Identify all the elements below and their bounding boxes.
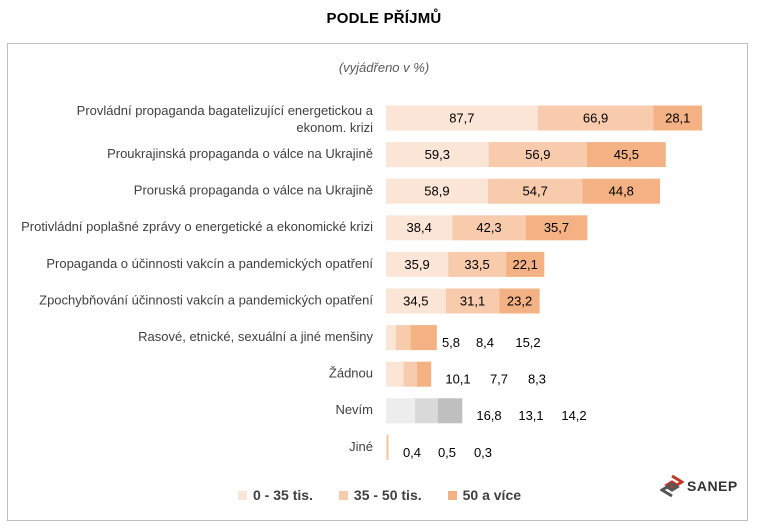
bar-rasove-etnicke-sexualni-a-jine-mensiny-2 bbox=[396, 325, 411, 351]
bar-propaganda-o-ucinnosti-vakcin-a-pandemic-1 bbox=[386, 251, 449, 277]
data-label-proruska-propaganda-o-valce-na-ukrajine-3: 44,8 bbox=[609, 184, 634, 199]
bar-protivladni-poplasne-zpravy-o-energetick-3 bbox=[525, 215, 588, 241]
legend-item-35-50: 35 - 50 tis. bbox=[338, 487, 422, 503]
bar-zadnou-3 bbox=[416, 361, 432, 387]
bar-zpochybnovani-ucinnosti-vakcin-a-pandemi-1 bbox=[386, 288, 446, 314]
data-label-zadnou-2: 7,7 bbox=[490, 372, 508, 387]
data-label-zpochybnovani-ucinnosti-vakcin-a-pandemi-1: 34,5 bbox=[403, 293, 428, 308]
bar-provladni-propaganda-bagatelizujici-ener-3 bbox=[653, 105, 703, 131]
bar-rasove-etnicke-sexualni-a-jine-mensiny-3 bbox=[410, 325, 437, 351]
bar-propaganda-o-ucinnosti-vakcin-a-pandemic-2 bbox=[448, 251, 507, 277]
bar-proukrajinska-propaganda-o-valce-na-ukra-1 bbox=[386, 142, 489, 168]
bar-zpochybnovani-ucinnosti-vakcin-a-pandemi-3 bbox=[499, 288, 540, 314]
category-label-zpochybnovani-ucinnosti-vakcin-a-pandemi: Zpochybňování účinnosti vakcín a pandemi… bbox=[39, 292, 373, 307]
data-label-proruska-propaganda-o-valce-na-ukrajine-1: 58,9 bbox=[424, 184, 449, 199]
legend-label-35-50: 35 - 50 tis. bbox=[353, 487, 422, 503]
sanep-logo: SANEP bbox=[660, 475, 738, 497]
bar-proukrajinska-propaganda-o-valce-na-ukra-2 bbox=[488, 142, 588, 168]
bar-provladni-propaganda-bagatelizujici-ener-2 bbox=[537, 105, 654, 131]
legend-label-0-35: 0 - 35 tis. bbox=[253, 487, 313, 503]
data-label-propaganda-o-ucinnosti-vakcin-a-pandemic-1: 35,9 bbox=[404, 257, 429, 272]
category-label-line: ekonom. krizi bbox=[296, 120, 373, 135]
data-label-jine-1: 0,4 bbox=[403, 445, 421, 460]
bar-proruska-propaganda-o-valce-na-ukrajine-3 bbox=[582, 178, 661, 204]
bar-proruska-propaganda-o-valce-na-ukrajine-2 bbox=[487, 178, 583, 204]
category-label-provladni-propaganda-bagatelizujici-ener: Provládní propaganda bagatelizující ener… bbox=[77, 103, 374, 135]
data-label-zpochybnovani-ucinnosti-vakcin-a-pandemi-2: 31,1 bbox=[460, 293, 485, 308]
legend-swatch-0-35 bbox=[238, 490, 247, 500]
bar-protivladni-poplasne-zpravy-o-energetick-2 bbox=[452, 215, 526, 241]
bar-protivladni-poplasne-zpravy-o-energetick-1 bbox=[386, 215, 453, 241]
category-label-line: Provládní propaganda bagatelizující ener… bbox=[77, 103, 374, 118]
category-label-propaganda-o-ucinnosti-vakcin-a-pandemic: Propaganda o účinnosti vakcín a pandemic… bbox=[46, 256, 373, 271]
category-label-nevim: Nevím bbox=[335, 402, 373, 417]
data-label-protivladni-poplasne-zpravy-o-energetick-3: 35,7 bbox=[544, 220, 569, 235]
category-label-rasove-etnicke-sexualni-a-jine-mensiny: Rasové, etnické, sexuální a jiné menšiny bbox=[138, 329, 373, 344]
bar-proukrajinska-propaganda-o-valce-na-ukra-3 bbox=[587, 142, 666, 168]
bar-jine-1 bbox=[386, 434, 387, 460]
bar-rasove-etnicke-sexualni-a-jine-mensiny-1 bbox=[386, 325, 397, 351]
data-label-zpochybnovani-ucinnosti-vakcin-a-pandemi-3: 23,2 bbox=[507, 293, 532, 308]
data-label-provladni-propaganda-bagatelizujici-ener-2: 66,9 bbox=[583, 110, 608, 125]
data-label-rasove-etnicke-sexualni-a-jine-mensiny-1: 5,8 bbox=[442, 335, 460, 350]
legend-swatch-50-plus bbox=[447, 490, 457, 500]
data-label-rasove-etnicke-sexualni-a-jine-mensiny-3: 15,2 bbox=[515, 335, 540, 350]
data-label-zadnou-3: 8,3 bbox=[528, 372, 546, 387]
data-label-provladni-propaganda-bagatelizujici-ener-1: 87,7 bbox=[449, 110, 474, 125]
data-label-jine-3: 0,3 bbox=[474, 445, 492, 460]
data-label-rasove-etnicke-sexualni-a-jine-mensiny-2: 8,4 bbox=[476, 335, 494, 350]
bar-nevim-2 bbox=[415, 398, 438, 424]
data-label-zadnou-1: 10,1 bbox=[445, 372, 470, 387]
data-label-jine-2: 0,5 bbox=[438, 445, 456, 460]
sanep-logo-icon bbox=[660, 475, 684, 497]
bar-jine-2 bbox=[386, 434, 388, 460]
category-label-jine: Jiné bbox=[349, 439, 373, 454]
bar-proruska-propaganda-o-valce-na-ukrajine-1 bbox=[386, 178, 488, 204]
bar-provladni-propaganda-bagatelizujici-ener-1 bbox=[386, 105, 538, 131]
category-label-protivladni-poplasne-zpravy-o-energetick: Protivládní poplašné zprávy o energetick… bbox=[21, 219, 373, 234]
bar-zadnou-1 bbox=[386, 361, 404, 387]
bar-nevim-1 bbox=[386, 398, 416, 424]
data-label-nevim-1: 16,8 bbox=[476, 408, 501, 423]
legend-label-50-plus: 50 a více bbox=[462, 487, 522, 503]
category-label-zadnou: Žádnou bbox=[329, 366, 373, 381]
legend: 0 - 35 tis. 35 - 50 tis. 50 a více bbox=[238, 487, 521, 503]
data-label-propaganda-o-ucinnosti-vakcin-a-pandemic-3: 22,1 bbox=[513, 257, 538, 272]
chart-title: PODLE PŘÍJMŮ bbox=[326, 10, 442, 27]
legend-item-0-35: 0 - 35 tis. bbox=[238, 487, 313, 503]
data-label-nevim-2: 13,1 bbox=[518, 408, 543, 423]
data-label-proukrajinska-propaganda-o-valce-na-ukra-2: 56,9 bbox=[525, 147, 550, 162]
chart-frame bbox=[7, 43, 748, 521]
legend-item-50-plus: 50 a více bbox=[447, 487, 522, 503]
data-label-protivladni-poplasne-zpravy-o-energetick-2: 42,3 bbox=[476, 220, 501, 235]
data-label-propaganda-o-ucinnosti-vakcin-a-pandemic-2: 33,5 bbox=[464, 257, 489, 272]
category-label-proukrajinska-propaganda-o-valce-na-ukra: Proukrajinská propaganda o válce na Ukra… bbox=[107, 146, 373, 161]
bar-propaganda-o-ucinnosti-vakcin-a-pandemic-3 bbox=[506, 251, 545, 277]
bar-zpochybnovani-ucinnosti-vakcin-a-pandemi-2 bbox=[445, 288, 500, 314]
data-label-nevim-3: 14,2 bbox=[561, 408, 586, 423]
data-label-proruska-propaganda-o-valce-na-ukrajine-2: 54,7 bbox=[523, 184, 548, 199]
bar-nevim-3 bbox=[437, 398, 463, 424]
data-label-provladni-propaganda-bagatelizujici-ener-3: 28,1 bbox=[665, 110, 690, 125]
chart-subtitle: (vyjádřeno v %) bbox=[338, 60, 430, 75]
sanep-logo-text: SANEP bbox=[687, 478, 738, 494]
data-label-proukrajinska-propaganda-o-valce-na-ukra-3: 45,5 bbox=[614, 147, 639, 162]
bar-zadnou-2 bbox=[403, 361, 417, 387]
legend-swatch-35-50 bbox=[338, 490, 348, 500]
data-label-proukrajinska-propaganda-o-valce-na-ukra-1: 59,3 bbox=[425, 147, 450, 162]
bar-jine-3 bbox=[387, 434, 389, 460]
category-label-proruska-propaganda-o-valce-na-ukrajine: Proruská propaganda o válce na Ukrajině bbox=[134, 183, 373, 198]
data-label-protivladni-poplasne-zpravy-o-energetick-1: 38,4 bbox=[407, 220, 432, 235]
